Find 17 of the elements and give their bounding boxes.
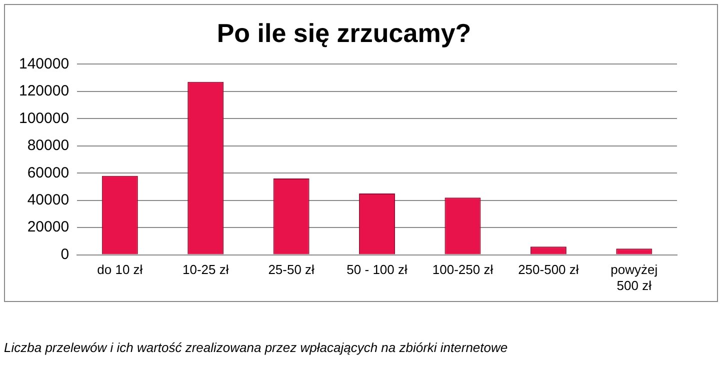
text: Liczba przelewów i ich wartość zrealizowana przez wpłacających na zbiórki internetowe <box>4 340 508 355</box>
x-tick-label: powyżej 500 zł <box>610 262 658 293</box>
x-tick-label: 100-250 zł <box>432 262 494 278</box>
y-tick-label: 60000 <box>27 164 70 182</box>
y-tick-label: 80000 <box>27 137 70 154</box>
y-tick-label: 0 <box>60 246 70 263</box>
x-tick-label: 50 - 100 zł <box>346 262 408 278</box>
y-tick-label: 20000 <box>27 218 70 236</box>
chart-title: Po ile się zrzucamy? <box>216 18 472 48</box>
x-tick-label: do 10 zł <box>97 262 143 278</box>
y-tick-label: 140000 <box>18 55 70 72</box>
y-tick-label: 100000 <box>18 110 70 127</box>
y-tick-label: 40000 <box>27 191 70 208</box>
x-tick-label: 25-50 zł <box>268 262 315 278</box>
x-tick-label: 250-500 zł <box>518 262 579 278</box>
y-tick-label: 120000 <box>18 82 70 100</box>
x-tick-label: 10-25 zł <box>182 262 229 278</box>
